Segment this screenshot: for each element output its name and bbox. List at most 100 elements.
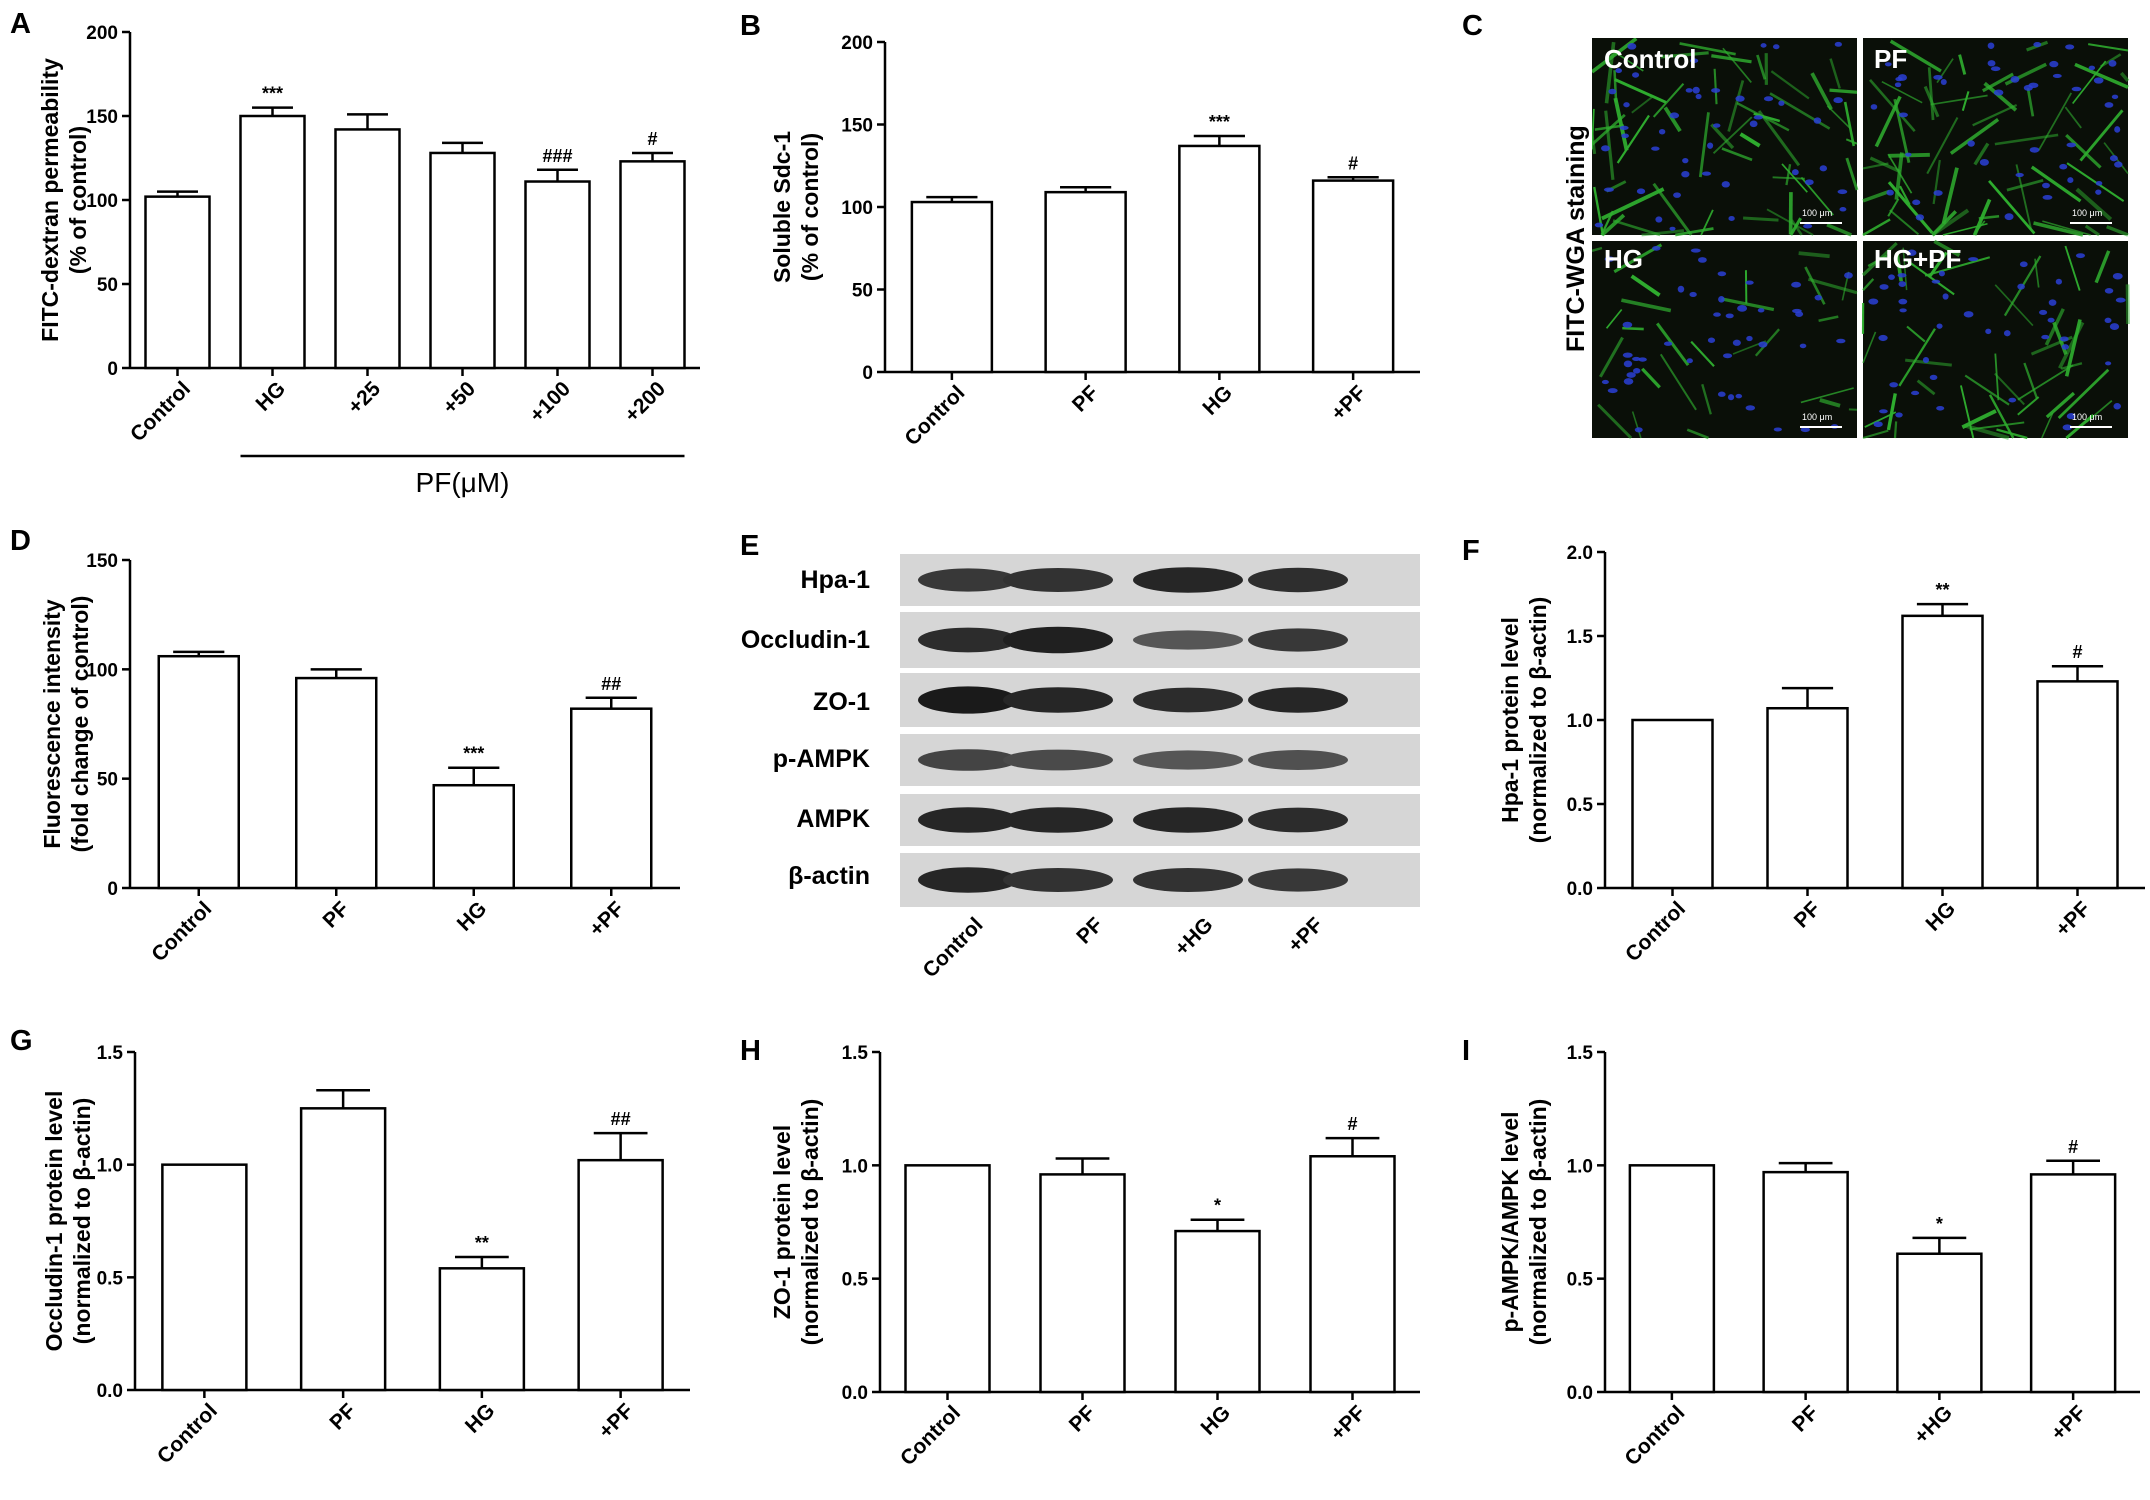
nucleus bbox=[1638, 357, 1647, 362]
nucleus bbox=[2003, 330, 2011, 337]
cytoplasm-strand bbox=[2006, 178, 2044, 192]
nucleus bbox=[1938, 270, 1945, 277]
nucleus bbox=[1607, 388, 1618, 394]
nucleus bbox=[1844, 272, 1853, 279]
x-tick-label: Control bbox=[1621, 897, 1690, 966]
y-tick-label: 100 bbox=[86, 191, 118, 212]
nucleus bbox=[1778, 100, 1785, 106]
blot-lane-label: +HG bbox=[1170, 913, 1217, 960]
blot-band bbox=[1248, 687, 1348, 713]
x-tick-label: HG bbox=[1196, 1401, 1235, 1440]
x-tick-label: +200 bbox=[620, 377, 670, 427]
nucleus bbox=[1791, 169, 1799, 176]
nucleus bbox=[2028, 82, 2039, 89]
y-axis-label: (normalized to β-actin) bbox=[1525, 1099, 1551, 1346]
chart-pampk-ampk: p-AMPK/AMPK level (normalized to β-actin)… bbox=[1497, 1043, 2140, 1470]
nucleus bbox=[1623, 378, 1634, 385]
nucleus bbox=[1615, 68, 1622, 74]
nucleus bbox=[1933, 190, 1943, 196]
nucleus bbox=[1753, 115, 1763, 120]
significance-marker: *** bbox=[463, 744, 484, 764]
nucleus bbox=[1905, 152, 1912, 157]
cytoplasm-strand bbox=[1597, 403, 1633, 440]
significance-marker: * bbox=[1936, 1214, 1943, 1234]
nucleus bbox=[1837, 189, 1848, 195]
y-tick-label: 50 bbox=[97, 275, 118, 296]
panel-letter-e: E bbox=[740, 530, 760, 562]
nucleus bbox=[1799, 343, 1807, 349]
y-tick-label: 0.0 bbox=[1567, 1383, 1593, 1404]
nucleus bbox=[1632, 72, 1640, 78]
blot-band bbox=[1248, 807, 1348, 833]
cytoplasm-strand bbox=[1829, 58, 1841, 89]
y-tick-label: 0.0 bbox=[97, 1381, 123, 1402]
cytoplasm-strand bbox=[1604, 110, 1615, 181]
nucleus bbox=[2017, 283, 2025, 290]
nucleus bbox=[1931, 279, 1941, 284]
nucleus bbox=[2108, 60, 2117, 67]
nucleus bbox=[2088, 65, 2096, 71]
nucleus bbox=[2095, 189, 2102, 195]
bar bbox=[570, 707, 653, 890]
x-tick-label: Control bbox=[147, 897, 216, 966]
nucleus bbox=[1745, 405, 1756, 411]
bar bbox=[904, 1164, 991, 1394]
scale-bar-3 bbox=[1800, 426, 1842, 428]
nucleus bbox=[1603, 187, 1614, 192]
nucleus bbox=[2066, 142, 2077, 148]
nucleus bbox=[2115, 297, 2126, 303]
cytoplasm-strand bbox=[1785, 163, 1792, 186]
nucleus bbox=[1803, 223, 1813, 229]
nucleus bbox=[2029, 147, 2040, 153]
nucleus bbox=[2095, 180, 2103, 186]
nucleus bbox=[2004, 213, 2014, 221]
nucleus bbox=[1689, 291, 1697, 298]
x-tick-label: +PF bbox=[2047, 1401, 2091, 1445]
bar bbox=[1631, 718, 1714, 890]
nucleus bbox=[1711, 88, 1721, 93]
stain-label-pf: PF bbox=[1874, 44, 1908, 74]
nucleus bbox=[2015, 172, 2024, 178]
cytoplasm-strand bbox=[1600, 213, 1626, 237]
significance-marker: *** bbox=[262, 84, 283, 104]
nucleus bbox=[1985, 328, 1992, 335]
x-tick-label: Control bbox=[1620, 1401, 1689, 1470]
y-axis-label: (% of control) bbox=[65, 126, 91, 274]
blot-lane-label: +PF bbox=[1284, 913, 1328, 957]
blot-band bbox=[918, 627, 1018, 653]
y-axis-label: p-AMPK/AMPK level bbox=[1497, 1111, 1523, 1332]
nucleus bbox=[1690, 248, 1701, 253]
x-tick-label: PF bbox=[319, 897, 354, 932]
y-tick-label: 0 bbox=[862, 363, 873, 384]
cytoplasm-strand bbox=[1660, 51, 1709, 59]
nucleus bbox=[1894, 82, 1902, 88]
bar bbox=[1039, 1173, 1126, 1394]
cytoplasm-strand bbox=[1818, 315, 1839, 323]
cytoplasm-strand bbox=[2064, 106, 2082, 129]
nucleus bbox=[2038, 309, 2048, 315]
bar bbox=[299, 1107, 387, 1392]
nucleus bbox=[1929, 374, 1938, 380]
significance-marker: ### bbox=[542, 146, 572, 166]
cytoplasm-strand bbox=[1621, 298, 1672, 313]
cytoplasm-strand bbox=[1721, 297, 1775, 312]
cytoplasm-strand bbox=[2033, 221, 2084, 237]
chart-fitc-dextran-permeability: FITC-dextran permeability (% of control) 0… bbox=[37, 23, 700, 498]
y-tick-label: 1.0 bbox=[1567, 1156, 1593, 1177]
cytoplasm-strand bbox=[1721, 147, 1753, 162]
x-tick-label: Control bbox=[900, 381, 969, 450]
blot-lane-label: PF bbox=[1072, 913, 1107, 948]
nucleus bbox=[1673, 192, 1681, 198]
nucleus bbox=[2109, 323, 2120, 331]
nucleus bbox=[1915, 214, 1925, 221]
bar bbox=[1174, 1229, 1261, 1394]
nucleus bbox=[2049, 60, 2059, 68]
scale-bar-2 bbox=[2070, 222, 2112, 224]
y-tick-label: 0.5 bbox=[97, 1268, 124, 1289]
x-tick-label: PF bbox=[1788, 1401, 1823, 1436]
cytoplasm-strand bbox=[1819, 398, 1841, 408]
cytoplasm-strand bbox=[1593, 186, 1605, 236]
y-tick-label: 150 bbox=[86, 107, 118, 128]
blot-band bbox=[918, 867, 1018, 893]
cytoplasm-strand bbox=[1906, 325, 1926, 343]
